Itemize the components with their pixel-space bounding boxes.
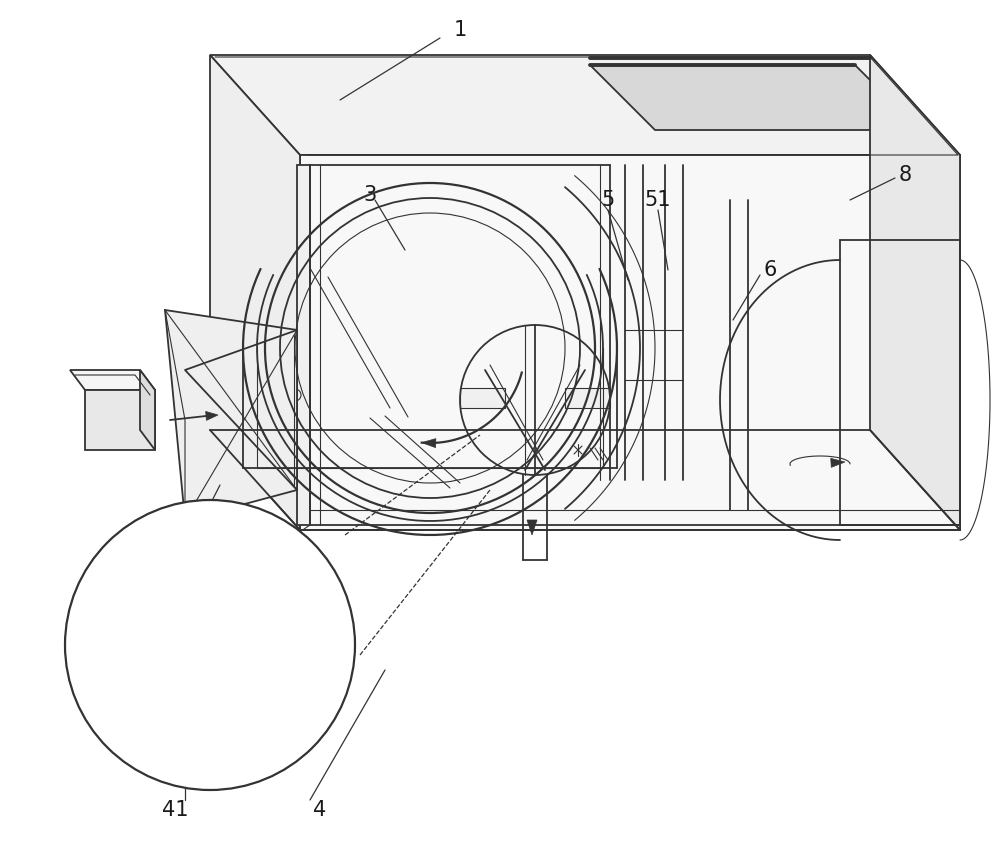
Text: 4: 4 — [313, 800, 327, 820]
Text: 3: 3 — [363, 185, 377, 205]
Polygon shape — [590, 65, 920, 130]
Polygon shape — [300, 155, 960, 530]
Polygon shape — [527, 520, 537, 535]
Text: 51: 51 — [645, 190, 671, 210]
Text: 5: 5 — [601, 190, 615, 210]
Polygon shape — [85, 390, 155, 450]
Polygon shape — [422, 438, 436, 448]
Text: 8: 8 — [898, 165, 912, 185]
Circle shape — [65, 500, 355, 790]
Polygon shape — [297, 165, 310, 525]
Polygon shape — [460, 388, 505, 408]
Polygon shape — [565, 388, 610, 408]
Polygon shape — [140, 370, 155, 450]
Polygon shape — [206, 412, 218, 420]
Text: 41: 41 — [162, 800, 188, 820]
Polygon shape — [210, 55, 960, 155]
Text: 7: 7 — [173, 545, 187, 565]
Polygon shape — [70, 370, 155, 390]
Polygon shape — [870, 55, 960, 530]
Polygon shape — [831, 458, 845, 468]
Text: 1: 1 — [453, 20, 467, 40]
Text: 6: 6 — [763, 260, 777, 280]
Polygon shape — [165, 310, 297, 520]
Polygon shape — [210, 55, 300, 530]
